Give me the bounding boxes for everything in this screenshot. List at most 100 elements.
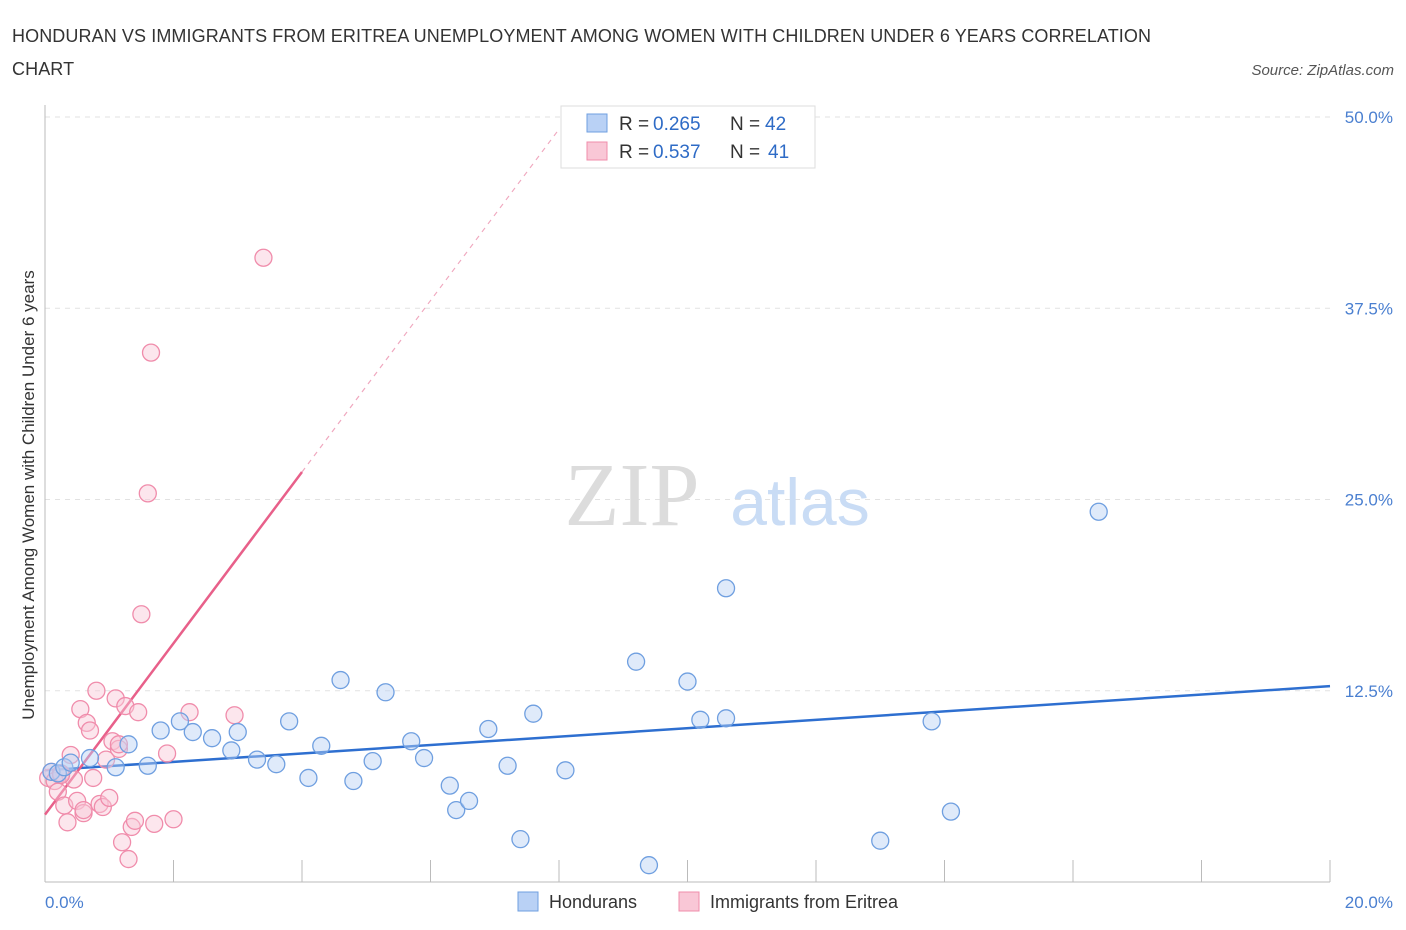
point-hondurans: [498, 756, 517, 775]
point-eritrea: [106, 689, 125, 708]
axes: [44, 105, 1331, 883]
point-hondurans: [556, 761, 575, 780]
point-eritrea: [141, 343, 161, 362]
legend-r-label-1: R =: [619, 114, 649, 135]
point-eritrea: [93, 797, 112, 817]
y-tick-labels: 12.5% 25.0% 37.5% 50.0%: [1345, 108, 1393, 701]
legend-r-label-2: R =: [619, 142, 649, 163]
point-hondurans: [344, 771, 363, 791]
point-hondurans: [402, 732, 421, 751]
watermark-zip: ZIP: [565, 446, 700, 545]
point-hondurans: [678, 672, 697, 691]
point-eritrea: [90, 794, 109, 814]
bottom-legend-swatch-hondurans: [517, 891, 539, 912]
data-points: [39, 248, 1108, 875]
point-eritrea: [145, 814, 164, 834]
point-eritrea: [119, 849, 138, 869]
point-hondurans: [447, 800, 466, 820]
x-tick-label-min: 0.0%: [45, 893, 84, 912]
point-eritrea: [180, 703, 199, 722]
point-hondurans: [138, 756, 157, 775]
point-eritrea: [58, 813, 77, 832]
correlation-legend: R = 0.265 N = 42 R = 0.537 N = 41: [560, 105, 816, 169]
point-hondurans: [228, 722, 247, 742]
bottom-legend-swatch-eritrea: [678, 891, 700, 912]
watermark: ZIP atlas: [565, 446, 870, 545]
y-tick-label: 50.0%: [1345, 108, 1393, 127]
point-eritrea: [109, 735, 129, 754]
legend-r-value-eritrea: 0.537: [653, 142, 701, 163]
point-hondurans: [871, 831, 890, 850]
point-eritrea: [125, 811, 145, 830]
bottom-legend-hondurans: Hondurans: [549, 892, 637, 912]
chart-title: HONDURAN VS IMMIGRANTS FROM ERITREA UNEM…: [12, 26, 1152, 79]
point-hondurans: [524, 704, 543, 723]
legend-n-label-1: N =: [730, 114, 760, 135]
point-hondurans: [479, 719, 498, 739]
point-hondurans: [331, 670, 350, 690]
legend-n-value-eritrea: 41: [768, 142, 789, 163]
point-hondurans: [106, 758, 125, 777]
point-hondurans: [511, 830, 530, 849]
point-hondurans: [299, 768, 318, 788]
point-hondurans: [119, 735, 138, 754]
point-hondurans: [267, 755, 286, 774]
point-eritrea: [96, 750, 116, 769]
point-hondurans: [716, 579, 736, 598]
point-hondurans: [363, 751, 382, 771]
point-hondurans: [414, 748, 434, 768]
point-hondurans: [61, 753, 80, 772]
trendline-hondurans: [44, 684, 1331, 772]
point-hondurans: [202, 729, 222, 748]
point-hondurans: [639, 856, 659, 875]
legend-swatch-eritrea: [586, 141, 608, 161]
bottom-legend-eritrea: Immigrants from Eritrea: [710, 892, 899, 912]
legend-n-label-2: N =: [730, 142, 760, 163]
point-eritrea: [87, 681, 106, 700]
point-eritrea: [100, 788, 119, 807]
y-axis-label: Unemployment Among Women with Children U…: [19, 270, 38, 719]
point-hondurans: [691, 710, 710, 729]
point-hondurans: [170, 712, 190, 731]
point-hondurans: [222, 741, 241, 760]
trendline-eritrea: [43, 471, 304, 816]
x-tick-label-max: 20.0%: [1345, 893, 1393, 912]
gridlines: [45, 116, 1330, 692]
y-tick-label: 25.0%: [1345, 491, 1393, 510]
point-hondurans: [922, 712, 941, 731]
point-hondurans: [376, 683, 395, 702]
point-hondurans: [80, 748, 100, 768]
watermark-atlas: atlas: [730, 465, 869, 539]
point-hondurans: [151, 721, 170, 740]
point-eritrea: [109, 739, 129, 759]
point-eritrea: [254, 248, 273, 267]
point-eritrea: [74, 800, 93, 820]
point-hondurans: [440, 776, 459, 795]
point-hondurans: [941, 802, 961, 821]
point-hondurans: [183, 722, 202, 742]
trendline-eritrea-extension: [301, 128, 560, 473]
point-hondurans: [1089, 502, 1108, 521]
point-eritrea: [84, 768, 103, 788]
point-hondurans: [279, 712, 299, 731]
point-hondurans: [459, 791, 479, 811]
legend-swatch-hondurans: [586, 113, 608, 133]
point-eritrea: [157, 744, 177, 763]
y-tick-label: 12.5%: [1345, 682, 1393, 701]
point-eritrea: [164, 810, 183, 829]
chart-source: Source: ZipAtlas.com: [1251, 62, 1394, 79]
x-tick-labels: 0.0% 20.0%: [45, 893, 1393, 912]
point-hondurans: [626, 652, 646, 671]
point-eritrea: [80, 721, 100, 740]
y-tick-label: 37.5%: [1345, 299, 1393, 318]
point-hondurans: [716, 709, 736, 728]
legend-n-value-hondurans: 42: [765, 114, 786, 135]
point-eritrea: [112, 833, 132, 852]
point-hondurans: [312, 736, 331, 755]
point-eritrea: [225, 706, 244, 725]
point-hondurans: [247, 750, 267, 769]
trend-lines: [43, 128, 1331, 816]
point-eritrea: [129, 703, 148, 722]
point-eritrea: [132, 605, 151, 624]
